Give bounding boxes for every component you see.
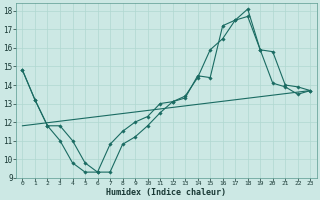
- X-axis label: Humidex (Indice chaleur): Humidex (Indice chaleur): [106, 188, 226, 197]
